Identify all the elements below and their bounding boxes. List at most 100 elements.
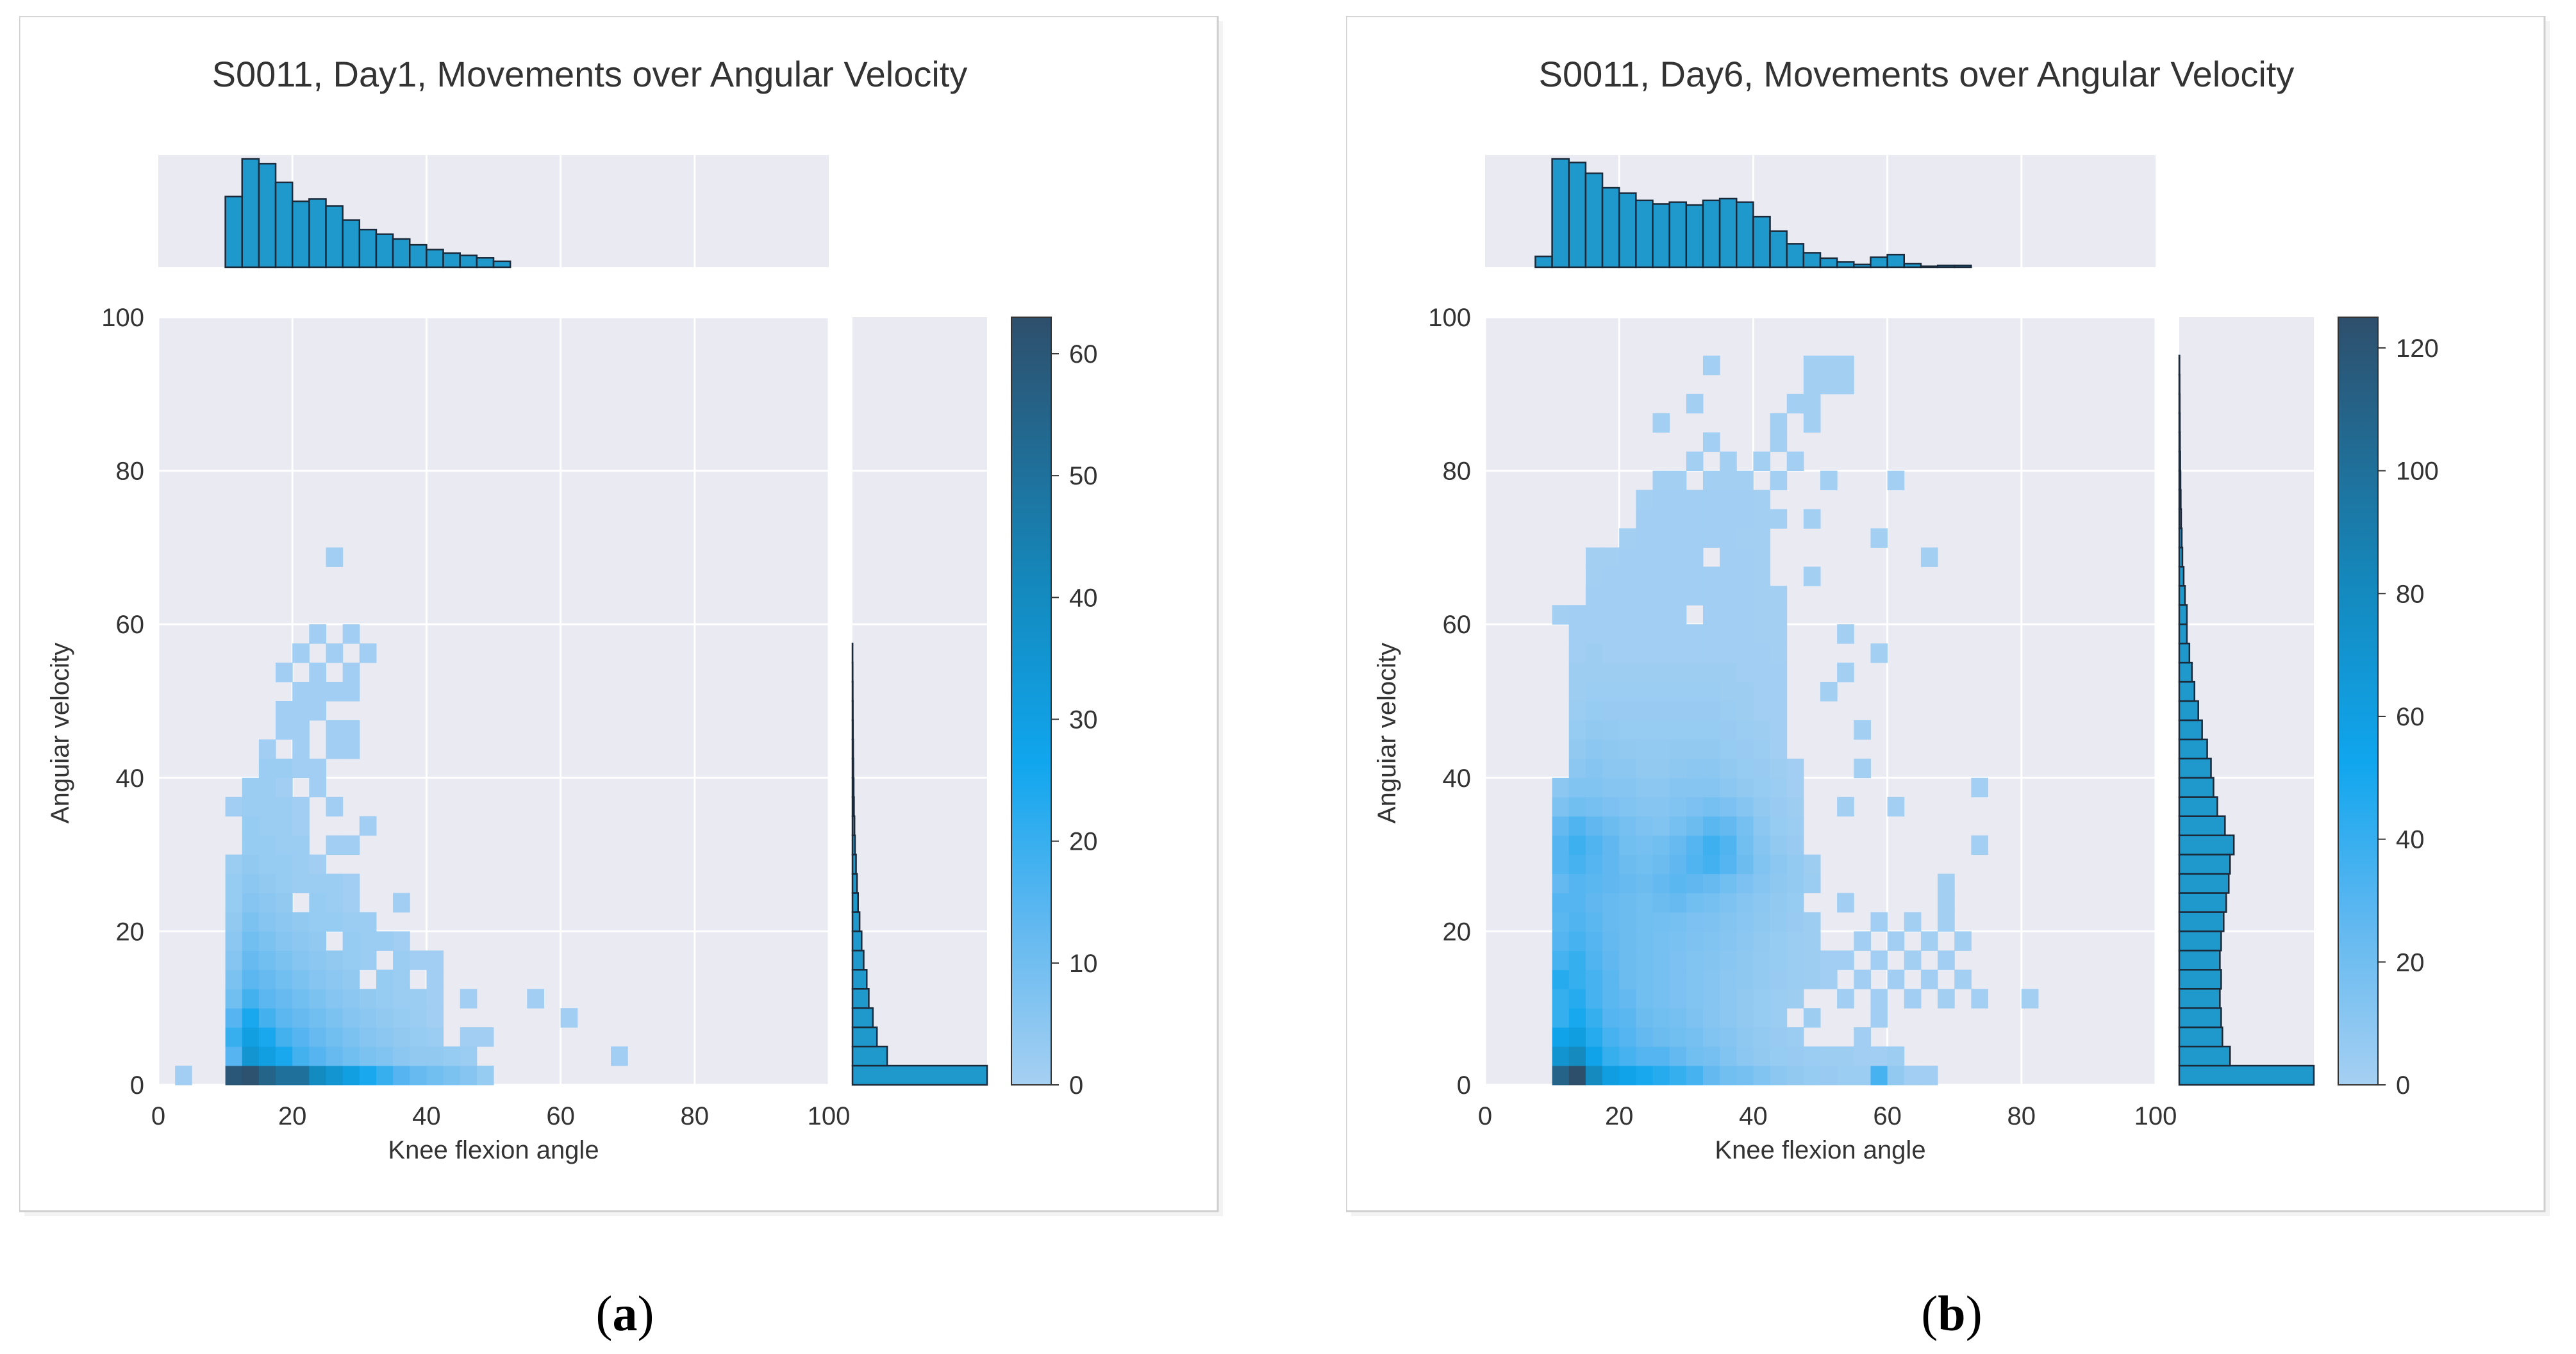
heatmap-cell [309,663,326,682]
heatmap-cell [1803,873,1821,893]
heatmap-cell [326,950,344,970]
heatmap-cell [1753,451,1771,472]
heatmap-cell [326,1066,344,1086]
top-hist-bar [358,228,378,268]
heatmap-cell [1636,797,1653,817]
heatmap-cell [1652,777,1670,798]
heatmap-cell [242,873,260,893]
heatmap-cell [1770,950,1788,970]
heatmap-cell [1720,720,1737,740]
right-hist-bar [851,911,861,932]
heatmap-cell [2021,989,2039,1009]
right-hist-bar [2178,1045,2231,1067]
heatmap-cell [426,1008,444,1028]
heatmap-cell [1619,777,1636,798]
heatmap-cell [1736,547,1754,567]
heatmap-cell [1686,816,1704,836]
heatmap-cell [276,663,293,682]
heatmap-cell [1887,797,1905,817]
x-tick-label: 40 [1739,1102,1768,1130]
heatmap-cell [1585,720,1603,740]
heatmap-cell [1636,931,1653,951]
heatmap-cell [1619,931,1636,951]
heatmap-cell [1702,720,1720,740]
heatmap-cell [292,931,310,951]
heatmap-cell [1702,509,1720,529]
heatmap-cell [376,1046,394,1066]
heatmap-cell [1702,643,1720,663]
heatmap-cell [1770,739,1788,759]
heatmap-cell [1585,624,1603,644]
heatmap-cell [1786,912,1804,932]
heatmap-cell [1652,624,1670,644]
heatmap-cell [1619,624,1636,644]
heatmap-cell [1971,835,1988,855]
heatmap-cell [1736,970,1754,989]
heatmap-cell [342,1046,360,1066]
heatmap-cell [1753,816,1771,836]
heatmap-cell [1619,797,1636,817]
heatmap-cell [1652,663,1670,682]
heatmap-cell [1585,586,1603,606]
heatmap-cell [376,989,394,1009]
right-hist-bar [851,738,854,760]
heatmap-cell [309,1008,326,1028]
heatmap-cell [1736,663,1754,682]
heatmap-cell [1602,720,1620,740]
heatmap-cell [242,777,260,798]
heatmap-cell [1602,893,1620,912]
heatmap-cell [1652,1046,1670,1066]
heatmap-cell [1803,931,1821,951]
heatmap-cell [1619,1046,1636,1066]
heatmap-cell [292,912,310,932]
heatmap-cell [359,931,377,951]
colorbar-tick-label: 60 [1069,340,1098,368]
heatmap-cell [1636,777,1653,798]
heatmap-cell [1904,950,1922,970]
heatmap-cell [1652,470,1670,491]
heatmap-cell [1568,739,1586,759]
heatmap-cell [1585,950,1603,970]
heatmap-cell [376,1008,394,1028]
heatmap-cell [1702,931,1720,951]
top-hist-bar [274,181,294,268]
heatmap-cell [292,950,310,970]
heatmap-cell [1702,893,1720,912]
heatmap-cell [1636,663,1653,682]
heatmap-cell [1686,854,1704,875]
heatmap-cell [1636,739,1653,759]
top-hist-bar [1819,257,1838,268]
heatmap-cell [342,663,360,682]
right-hist-bar [851,777,855,798]
heatmap-cell [1568,777,1586,798]
top-hist-bar [241,158,260,268]
x-axis-label: Knee flexion angle [1715,1136,1925,1164]
top-hist-bar [1736,201,1754,268]
heatmap-cell [309,624,326,644]
heatmap-cell [1770,643,1788,663]
right-hist-bar [2178,1007,2222,1028]
heatmap-cell [1837,624,1854,644]
colorbar-tick-label: 120 [2396,334,2439,363]
heatmap-cell [1686,777,1704,798]
heatmap-cell [1669,470,1687,491]
heatmap-cell [1636,1027,1653,1047]
heatmap-cell [1753,701,1771,721]
heatmap-cell [1686,547,1704,567]
heatmap-cell [1770,682,1788,702]
heatmap-cell [225,1066,243,1086]
heatmap-cell [1568,643,1586,663]
heatmap-cell [1652,720,1670,740]
heatmap-cell [1602,989,1620,1009]
heatmap-cell [1669,816,1687,836]
colorbar-tick-label: 50 [1069,462,1098,490]
heatmap-cell [258,854,276,875]
right-hist-bar [851,930,863,952]
heatmap-cell [1636,1066,1653,1086]
heatmap-cell [1736,931,1754,951]
heatmap-cell [1887,970,1905,989]
heatmap-cell [225,893,243,912]
heatmap-cell [1602,643,1620,663]
heatmap-cell [1904,989,1922,1009]
heatmap-cell [342,624,360,644]
